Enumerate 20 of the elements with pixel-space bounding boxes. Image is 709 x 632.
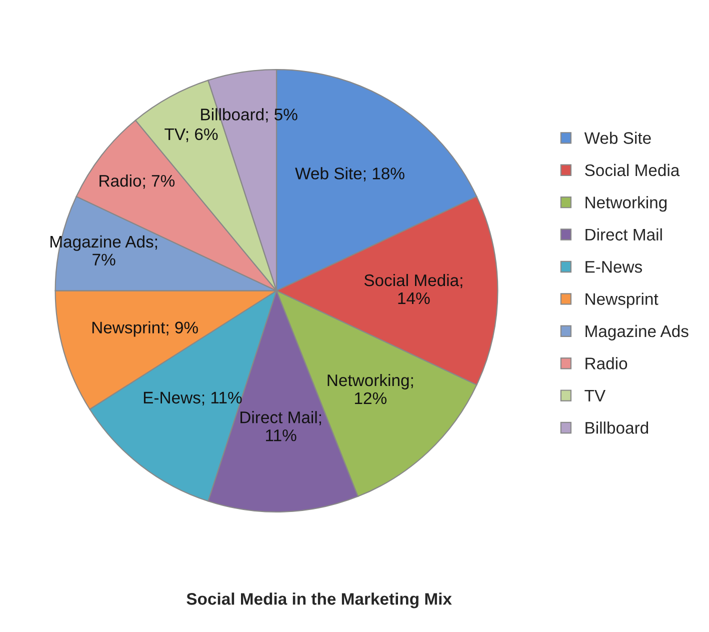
text: Social Media in the Marketing Mix bbox=[186, 592, 452, 608]
legend-label: Magazine Ads bbox=[586, 324, 688, 340]
data-label: Direct Mail; 11% bbox=[240, 411, 321, 442]
data-label: Social Media; 14% bbox=[364, 274, 462, 304]
data-label: Newsprint; 9% bbox=[92, 321, 198, 337]
legend-label: Social Media bbox=[585, 164, 680, 176]
legend-label: Direct Mail bbox=[586, 228, 662, 241]
data-label: Billboard; 5% bbox=[201, 108, 298, 122]
data-label: Radio; 7% bbox=[100, 174, 175, 189]
legend-label: Radio bbox=[586, 357, 628, 370]
legend-label: Networking bbox=[586, 196, 667, 212]
data-label: Networking; 12% bbox=[328, 374, 413, 404]
data-label: Web Site; 18% bbox=[295, 167, 404, 182]
legend-label: Billboard bbox=[586, 422, 648, 434]
legend-label: Web Site bbox=[584, 132, 651, 144]
legend-label: TV bbox=[584, 390, 606, 402]
legend-label: E-News bbox=[586, 261, 642, 273]
data-label: E-News; 11% bbox=[144, 392, 242, 406]
data-label: TV; 6% bbox=[164, 128, 218, 142]
legend-label: Newsprint bbox=[586, 292, 658, 308]
